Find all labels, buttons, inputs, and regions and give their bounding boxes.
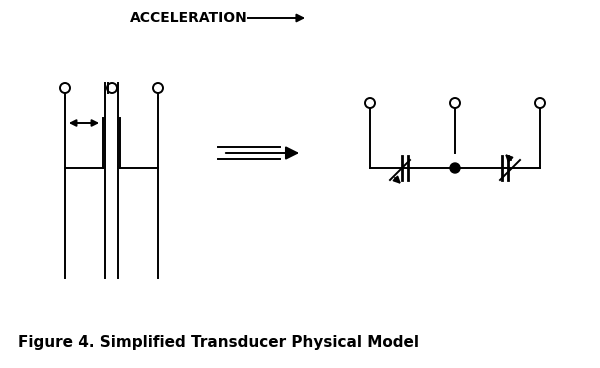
Text: ACCELERATION: ACCELERATION — [130, 11, 248, 25]
Text: Figure 4. Simplified Transducer Physical Model: Figure 4. Simplified Transducer Physical… — [18, 335, 419, 350]
Circle shape — [450, 163, 460, 173]
